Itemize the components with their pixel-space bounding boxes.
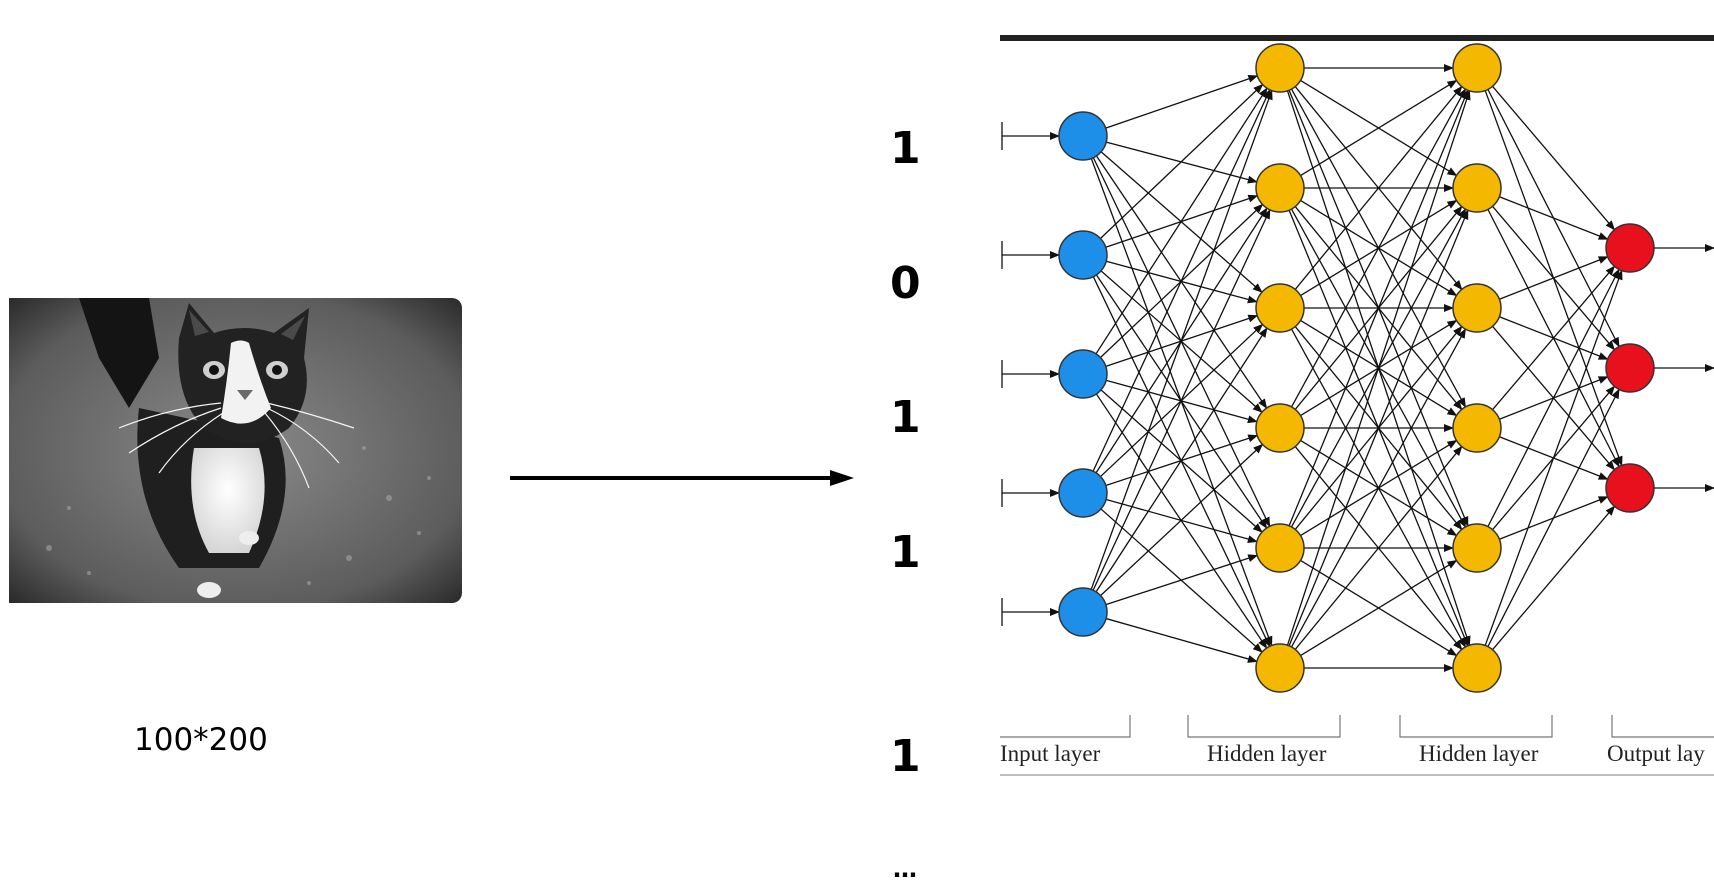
hidden-node [1255, 403, 1305, 453]
connection-edge [1484, 269, 1623, 646]
vector-value: 1 [890, 731, 921, 782]
connection-edge [1286, 89, 1471, 646]
input-node [1058, 111, 1108, 161]
connection-edge [1294, 85, 1463, 290]
hidden-node [1452, 43, 1502, 93]
connection-edge [1492, 265, 1616, 411]
cat-photo [9, 298, 462, 603]
image-size-caption: 100*200 [134, 722, 268, 758]
neural-network-diagram: Input layer Hidden layer Hidden layer Ou… [1000, 35, 1714, 776]
connection-edge [1290, 88, 1467, 408]
hidden-layer-1-label: Hidden layer [1207, 741, 1327, 766]
connection-edge [1099, 83, 1264, 239]
vector-value: 0 [890, 258, 921, 309]
hidden-node [1255, 163, 1305, 213]
connection-edge [1290, 328, 1467, 648]
vector-value: 1 [890, 123, 921, 174]
connection-edge [1092, 208, 1271, 591]
right-arrow-icon [510, 470, 854, 486]
input-node [1058, 587, 1108, 637]
hidden-node [1255, 643, 1305, 693]
connection-edge [1487, 268, 1620, 527]
connection-edge [1105, 74, 1259, 129]
connection-edge [1095, 87, 1268, 355]
hidden-node [1452, 163, 1502, 213]
hidden-node [1452, 403, 1502, 453]
input-node [1058, 230, 1108, 280]
connection-edge [1090, 89, 1273, 590]
connection-edge [1100, 443, 1264, 597]
vector-ellipsis: … [893, 855, 917, 883]
connection-edge [1105, 554, 1259, 606]
connection-edge [1294, 445, 1463, 650]
output-layer-label: Output lay [1607, 741, 1705, 766]
connection-edge [1492, 85, 1616, 231]
connection-edge [1499, 196, 1609, 240]
hidden-node [1255, 523, 1305, 573]
connection-edge [1487, 388, 1620, 647]
output-node [1605, 223, 1655, 273]
connection-edge [1092, 88, 1271, 472]
connection-edge [1492, 505, 1616, 651]
hidden-layer-2-label: Hidden layer [1419, 741, 1539, 766]
connection-edge [1499, 256, 1609, 300]
hidden-node [1452, 523, 1502, 573]
output-node [1605, 463, 1655, 513]
hidden-node [1255, 43, 1305, 93]
hidden-node [1452, 643, 1502, 693]
vector-value: 1 [890, 527, 921, 578]
connection-edge [1288, 89, 1469, 527]
input-node [1058, 349, 1108, 399]
layer-brackets [1000, 715, 1714, 776]
hidden-node [1452, 283, 1502, 333]
connection-edge [1300, 79, 1458, 177]
connection-edge [1105, 617, 1258, 663]
input-layer-label: Input layer [1000, 741, 1101, 766]
output-node [1605, 343, 1655, 393]
connection-edge [1095, 327, 1268, 593]
connection-edge [1288, 209, 1469, 647]
hidden-node [1255, 283, 1305, 333]
vector-value: 1 [890, 392, 921, 443]
input-node [1058, 468, 1108, 518]
connection-edge [1300, 559, 1458, 657]
